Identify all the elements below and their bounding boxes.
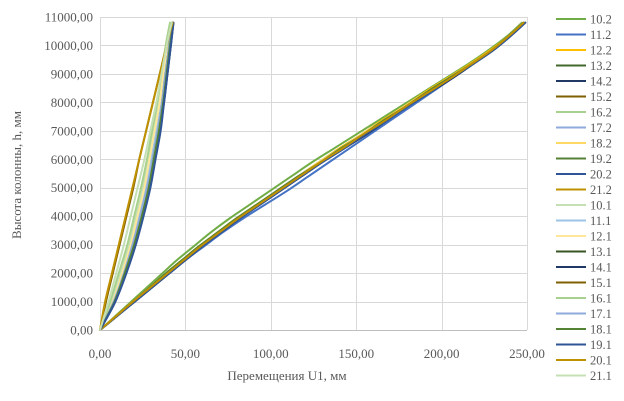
series-line-19.1 (99, 21, 175, 331)
legend-label-11.1: 11.1 (590, 214, 611, 228)
legend-label-14.2: 14.2 (590, 75, 612, 89)
legend-label-12.1: 12.1 (590, 230, 612, 244)
legend-label-14.1: 14.1 (590, 261, 612, 275)
legend-label-10.1: 10.1 (590, 199, 612, 213)
legend-label-12.2: 12.2 (590, 44, 612, 58)
legend-label-15.2: 15.2 (590, 90, 612, 104)
legend-label-19.2: 19.2 (590, 152, 612, 166)
legend-label-18.2: 18.2 (590, 137, 612, 151)
y-tick-label: 8000,00 (51, 95, 93, 110)
series-line-20.1 (99, 21, 174, 331)
x-axis-title: Перемещения U1, мм (227, 368, 346, 383)
legend-label-17.1: 17.1 (590, 307, 612, 321)
legend-label-19.1: 19.1 (590, 338, 612, 352)
series-line-21.1 (99, 21, 173, 331)
series-layer (99, 21, 527, 331)
y-tick-label: 5000,00 (51, 180, 93, 195)
y-tick-label: 9000,00 (51, 66, 93, 81)
y-tick-label: 0,00 (70, 323, 93, 338)
legend: 10.211.2 12.213.2 14.215.2 16.217.2 18.219.2… (556, 13, 612, 383)
legend-label-18.1: 18.1 (590, 323, 612, 337)
y-tick-label: 6000,00 (51, 152, 93, 167)
y-tick-label: 10000,00 (44, 38, 93, 53)
y-tick-label: 3000,00 (51, 237, 93, 252)
legend-label-20.2: 20.2 (590, 168, 612, 182)
series-line-21.2 (99, 21, 525, 331)
legend-label-15.1: 15.1 (590, 276, 612, 290)
legend-label-13.2: 13.2 (590, 59, 612, 73)
series-line-12.1 (99, 21, 172, 331)
y-tick-label: 2000,00 (51, 266, 93, 281)
x-tick-labels: 0,00 50,00 100,00 150,00 200,00 250,00 (89, 346, 545, 361)
y-axis-title: Высота колонны, h, мм (9, 111, 24, 239)
legend-label-21.2: 21.2 (590, 183, 612, 197)
y-tick-labels: 0,00 1000,00 2000,00 3000,00 4000,00 5000,00 6… (44, 10, 93, 338)
y-tick-label: 11000,00 (45, 10, 93, 25)
y-tick-label: 7000,00 (51, 123, 93, 138)
legend-label-16.2: 16.2 (590, 106, 612, 120)
legend-label-21.1: 21.1 (590, 369, 612, 383)
legend-label-10.2: 10.2 (590, 13, 612, 27)
x-tick-label: 150,00 (338, 346, 374, 361)
x-tick-label: 100,00 (253, 346, 289, 361)
legend-label-16.1: 16.1 (590, 292, 612, 306)
x-tick-label: 50,00 (171, 346, 200, 361)
x-tick-label: 200,00 (424, 346, 460, 361)
y-tick-label: 1000,00 (51, 294, 93, 309)
legend-label-20.1: 20.1 (590, 354, 612, 368)
legend-label-11.2: 11.2 (590, 28, 611, 42)
x-tick-label: 0,00 (89, 346, 112, 361)
legend-label-17.2: 17.2 (590, 121, 612, 135)
x-tick-label: 250,00 (509, 346, 545, 361)
y-tick-label: 4000,00 (51, 209, 93, 224)
legend-label-13.1: 13.1 (590, 245, 612, 259)
